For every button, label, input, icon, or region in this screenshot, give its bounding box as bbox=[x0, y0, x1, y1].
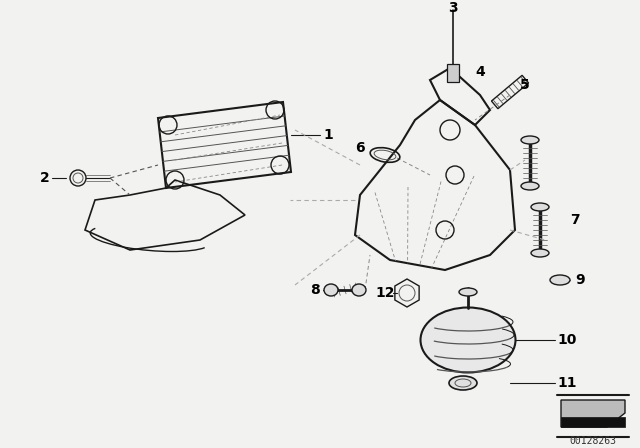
Ellipse shape bbox=[531, 203, 549, 211]
Text: 7: 7 bbox=[570, 213, 580, 227]
Ellipse shape bbox=[521, 182, 539, 190]
Text: 10: 10 bbox=[557, 333, 577, 347]
Ellipse shape bbox=[550, 275, 570, 285]
Text: 9: 9 bbox=[575, 273, 584, 287]
Polygon shape bbox=[561, 400, 625, 427]
Ellipse shape bbox=[449, 376, 477, 390]
Text: 4: 4 bbox=[475, 65, 484, 79]
Ellipse shape bbox=[420, 307, 515, 372]
Text: 5: 5 bbox=[520, 78, 530, 92]
Ellipse shape bbox=[521, 136, 539, 144]
Ellipse shape bbox=[324, 284, 338, 296]
Text: 3: 3 bbox=[448, 1, 458, 15]
Text: 8: 8 bbox=[310, 283, 320, 297]
Text: 00128263: 00128263 bbox=[570, 436, 616, 446]
Ellipse shape bbox=[459, 288, 477, 296]
Bar bbox=[447, 64, 459, 82]
Ellipse shape bbox=[352, 284, 366, 296]
Text: 2: 2 bbox=[40, 171, 50, 185]
Polygon shape bbox=[561, 417, 625, 427]
Text: 12: 12 bbox=[376, 286, 395, 300]
Text: 11: 11 bbox=[557, 376, 577, 390]
Text: 1: 1 bbox=[323, 128, 333, 142]
Text: 6: 6 bbox=[355, 141, 365, 155]
Ellipse shape bbox=[531, 249, 549, 257]
